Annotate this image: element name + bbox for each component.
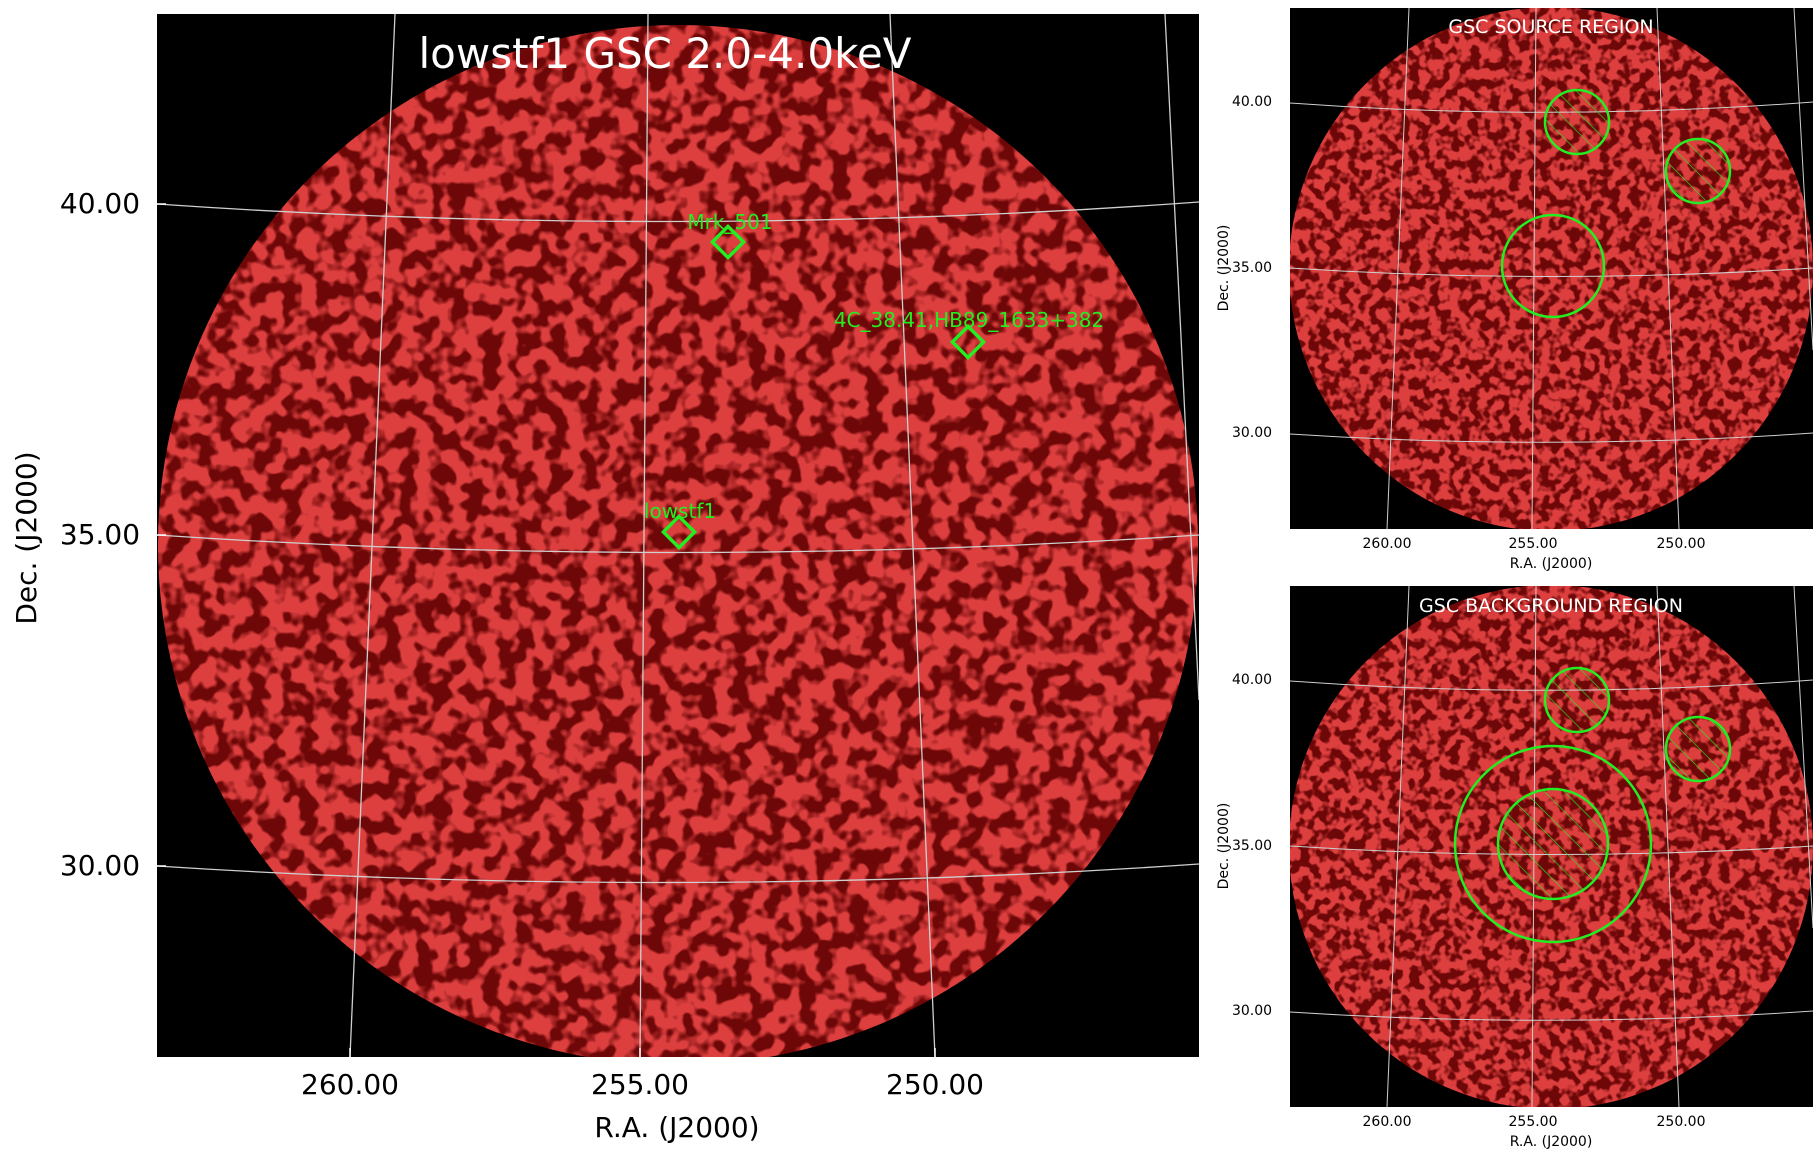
src-region-mrk501[interactable] (1543, 88, 1611, 156)
source-panel-title: GSC SOURCE REGION (1448, 16, 1653, 38)
bkg-xlabel: R.A. (J2000) (1510, 1134, 1593, 1150)
src-ytick-40: 40.00 (1232, 94, 1272, 110)
bkg-xtick-250: 250.00 (1657, 1114, 1706, 1130)
src-xlabel: R.A. (J2000) (1510, 556, 1593, 572)
source-label-mrk501: Mrk_501 (687, 210, 772, 234)
main-ytick-30: 30.00 (60, 849, 140, 882)
bkg-ytick-40: 40.00 (1232, 672, 1272, 688)
main-xtick-255: 255.00 (591, 1068, 689, 1101)
src-xtick-260: 260.00 (1363, 536, 1412, 552)
source-label-lowstf1: lowstf1 (644, 499, 716, 523)
main-sky-panel: lowstf1 GSC 2.0-4.0keV Mrk_501 4C_38.41,… (10, 14, 1199, 1144)
src-ytick-35: 35.00 (1232, 260, 1272, 276)
source-coordinate-grid (1290, 8, 1813, 529)
src-region-4c3841[interactable] (1664, 137, 1732, 205)
main-ylabel: Dec. (J2000) (10, 451, 43, 624)
bkg-region-outer-annulus[interactable] (1453, 744, 1653, 944)
src-xtick-255: 255.00 (1509, 536, 1558, 552)
bkg-region-4c3841[interactable] (1664, 715, 1732, 783)
main-xtick-260: 260.00 (301, 1068, 399, 1101)
src-xtick-250: 250.00 (1657, 536, 1706, 552)
main-title: lowstf1 GSC 2.0-4.0keV (419, 29, 912, 78)
main-xtick-250: 250.00 (886, 1068, 984, 1101)
main-ytick-35: 35.00 (60, 518, 140, 551)
background-region-panel: GSC BACKGROUND REGION 40.00 35.00 30.00 … (1216, 586, 1813, 1150)
background-panel-title: GSC BACKGROUND REGION (1419, 595, 1683, 617)
source-marker-mrk501[interactable]: Mrk_501 (687, 210, 773, 261)
main-frame-ticks (157, 203, 936, 1057)
bkg-region-inner-excluded[interactable] (1496, 787, 1610, 901)
src-region-lowstf1[interactable] (1500, 213, 1606, 319)
background-regions (1453, 666, 1732, 944)
src-ylabel: Dec. (J2000) (1216, 225, 1232, 312)
main-ytick-40: 40.00 (60, 187, 140, 220)
bkg-ytick-35: 35.00 (1232, 838, 1272, 854)
source-marker-lowstf1[interactable]: lowstf1 (644, 499, 716, 551)
source-marker-4c3841[interactable]: 4C_38.41,HB89_1633+382 (834, 308, 1104, 361)
bkg-ylabel: Dec. (J2000) (1216, 803, 1232, 890)
bkg-xtick-255: 255.00 (1509, 1114, 1558, 1130)
bkg-xtick-260: 260.00 (1363, 1114, 1412, 1130)
source-regions (1500, 88, 1732, 319)
bkg-ytick-30: 30.00 (1232, 1003, 1272, 1019)
source-label-4c3841: 4C_38.41,HB89_1633+382 (834, 308, 1104, 332)
source-region-panel: GSC SOURCE REGION 40.00 35.00 30.00 260.… (1216, 8, 1813, 572)
main-coordinate-grid (157, 14, 1199, 1057)
bkg-region-mrk501[interactable] (1543, 666, 1611, 734)
src-ytick-30: 30.00 (1232, 425, 1272, 441)
main-xlabel: R.A. (J2000) (594, 1111, 759, 1144)
